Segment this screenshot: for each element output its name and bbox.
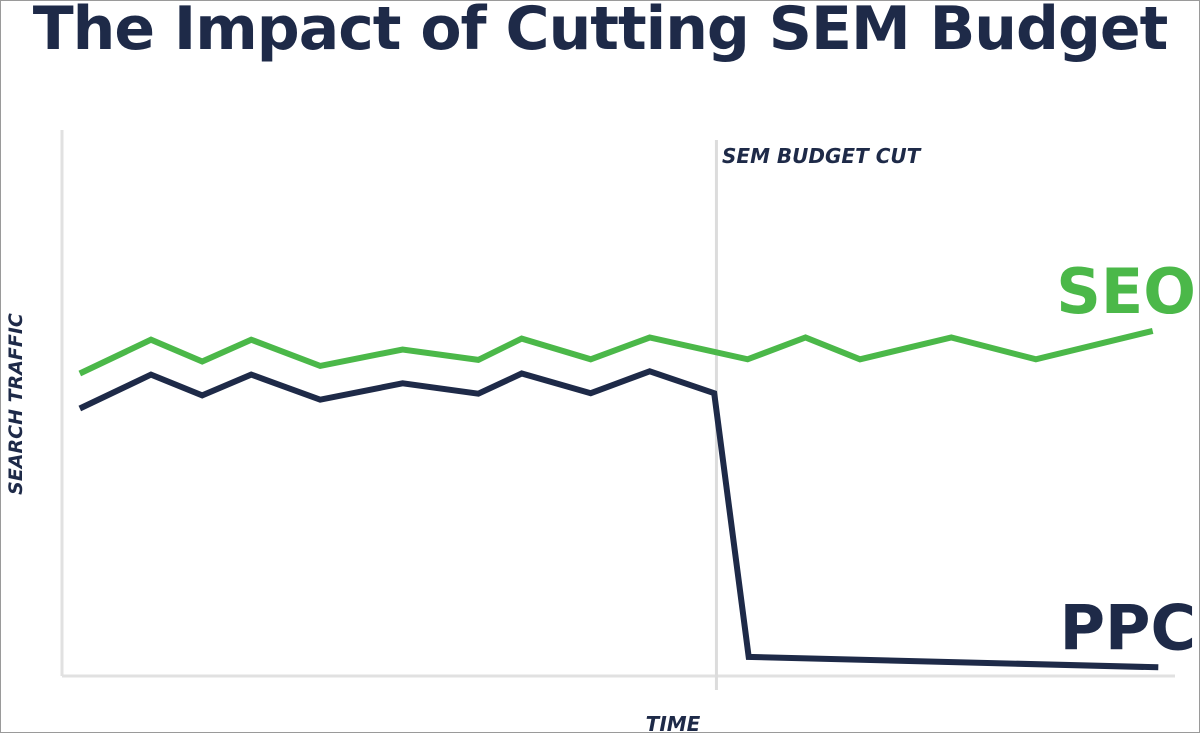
series-layer: SEO PPC xyxy=(78,255,1196,671)
y-axis-label: SEARCH TRAFFIC xyxy=(5,313,27,495)
series-line-ppc xyxy=(78,368,1159,671)
series-line-seo xyxy=(78,327,1154,377)
chart-title: The Impact of Cutting SEM Budget xyxy=(32,0,1169,64)
budget-cut-annotation: SEM BUDGET CUT xyxy=(722,144,922,168)
series-label-ppc: PPC xyxy=(1060,591,1196,664)
x-axis-label: TIME xyxy=(646,712,701,733)
series-label-seo: SEO xyxy=(1056,255,1196,328)
